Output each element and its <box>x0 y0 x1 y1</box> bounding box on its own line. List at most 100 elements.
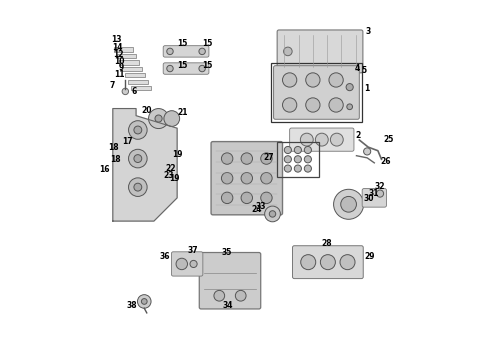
Circle shape <box>304 147 312 154</box>
FancyBboxPatch shape <box>172 252 203 276</box>
FancyBboxPatch shape <box>211 141 283 215</box>
Text: 3: 3 <box>366 27 370 36</box>
Circle shape <box>142 298 147 304</box>
Circle shape <box>190 260 197 267</box>
Text: 25: 25 <box>384 135 394 144</box>
Circle shape <box>376 190 384 197</box>
Circle shape <box>199 48 205 55</box>
Circle shape <box>128 178 147 197</box>
Circle shape <box>306 73 320 87</box>
Circle shape <box>128 149 147 168</box>
Text: 37: 37 <box>188 246 198 255</box>
Text: 21: 21 <box>178 108 188 117</box>
Text: 4: 4 <box>355 64 360 73</box>
Circle shape <box>301 255 316 270</box>
Text: 26: 26 <box>381 157 391 166</box>
Circle shape <box>155 115 162 122</box>
FancyBboxPatch shape <box>277 30 363 73</box>
Circle shape <box>294 156 301 163</box>
Circle shape <box>138 295 151 308</box>
Text: 31: 31 <box>369 189 379 198</box>
Circle shape <box>346 84 353 91</box>
Bar <box>128 80 147 84</box>
Circle shape <box>347 104 352 110</box>
Circle shape <box>334 189 364 219</box>
Circle shape <box>329 98 343 112</box>
Text: 23: 23 <box>164 171 174 180</box>
Circle shape <box>294 147 301 154</box>
Bar <box>125 73 145 77</box>
Circle shape <box>167 65 173 72</box>
Circle shape <box>341 197 356 212</box>
Circle shape <box>304 156 312 163</box>
Circle shape <box>176 258 188 270</box>
Text: 38: 38 <box>126 301 137 310</box>
Bar <box>114 48 133 52</box>
Circle shape <box>134 183 142 191</box>
Text: 36: 36 <box>159 252 170 261</box>
Circle shape <box>304 165 312 172</box>
Circle shape <box>283 73 297 87</box>
FancyBboxPatch shape <box>199 252 261 309</box>
Circle shape <box>294 165 301 172</box>
Circle shape <box>329 73 343 87</box>
Bar <box>117 54 136 58</box>
Circle shape <box>270 211 276 217</box>
Circle shape <box>284 47 292 56</box>
Text: 20: 20 <box>141 106 151 115</box>
Circle shape <box>284 147 292 154</box>
Text: 22: 22 <box>166 164 176 173</box>
Bar <box>277 142 319 177</box>
Circle shape <box>241 172 252 184</box>
Bar <box>271 63 362 122</box>
Circle shape <box>340 255 355 270</box>
Circle shape <box>221 153 233 164</box>
Text: 7: 7 <box>109 81 115 90</box>
Text: 6: 6 <box>131 87 137 96</box>
Circle shape <box>364 148 371 155</box>
Circle shape <box>283 98 297 112</box>
Text: 24: 24 <box>252 205 262 214</box>
Circle shape <box>284 165 292 172</box>
Circle shape <box>330 133 343 146</box>
Text: 18: 18 <box>110 155 121 164</box>
Text: 33: 33 <box>255 202 266 211</box>
Text: 14: 14 <box>112 42 123 51</box>
Circle shape <box>241 192 252 203</box>
Circle shape <box>128 121 147 139</box>
Text: 19: 19 <box>172 150 182 159</box>
Circle shape <box>300 133 313 146</box>
Text: 30: 30 <box>364 194 374 203</box>
Text: 32: 32 <box>374 182 385 191</box>
Circle shape <box>122 88 128 95</box>
Text: 1: 1 <box>364 84 369 93</box>
Text: 13: 13 <box>111 36 122 45</box>
Text: 9: 9 <box>119 63 124 72</box>
Text: 28: 28 <box>322 239 333 248</box>
Circle shape <box>261 172 272 184</box>
Circle shape <box>164 111 180 126</box>
Circle shape <box>320 255 335 270</box>
Circle shape <box>214 291 224 301</box>
FancyBboxPatch shape <box>293 246 363 279</box>
Text: 15: 15 <box>202 39 213 48</box>
Text: 15: 15 <box>177 61 188 70</box>
Text: 27: 27 <box>263 153 273 162</box>
Circle shape <box>134 155 142 162</box>
Text: 19: 19 <box>169 174 180 183</box>
Text: 35: 35 <box>221 248 232 257</box>
Text: 15: 15 <box>202 61 213 70</box>
Text: 17: 17 <box>122 137 132 146</box>
FancyBboxPatch shape <box>273 66 359 119</box>
Circle shape <box>306 98 320 112</box>
Text: 16: 16 <box>99 165 110 174</box>
Text: 12: 12 <box>113 50 123 59</box>
Text: 15: 15 <box>177 39 188 48</box>
Text: 29: 29 <box>364 252 375 261</box>
Bar <box>120 60 139 64</box>
Circle shape <box>235 291 246 301</box>
Circle shape <box>134 126 142 134</box>
Text: 5: 5 <box>362 66 367 75</box>
Text: 2: 2 <box>356 131 361 140</box>
Text: 10: 10 <box>114 57 124 66</box>
